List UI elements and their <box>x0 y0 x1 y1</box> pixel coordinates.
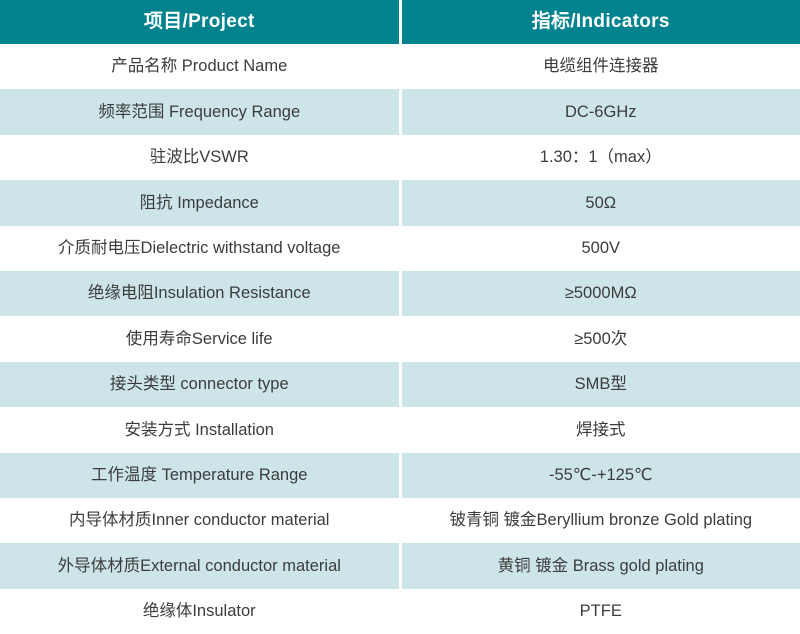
table-row-external-conductor-material: 外导体材质External conductor material 黄铜 镀金 B… <box>0 543 800 589</box>
indicator-cell: 焊接式 <box>401 407 800 453</box>
indicator-cell: PTFE <box>401 588 800 634</box>
indicator-cell: 黄铜 镀金 Brass gold plating <box>401 543 800 589</box>
table-row-impedance: 阻抗 Impedance 50Ω <box>0 180 800 226</box>
indicator-cell: 500V <box>401 225 800 271</box>
indicator-cell: 50Ω <box>401 180 800 226</box>
project-cell: 介质耐电压Dielectric withstand voltage <box>0 225 399 271</box>
project-cell: 内导体材质Inner conductor material <box>0 497 399 544</box>
table-row-vswr: 驻波比VSWR 1.30：1（max） <box>0 134 800 181</box>
project-cell: 绝缘电阻Insulation Resistance <box>0 270 399 317</box>
indicator-cell: ≥500次 <box>401 316 800 362</box>
indicator-cell: -55℃-+125℃ <box>401 452 800 498</box>
table-row-frequency-range: 频率范围 Frequency Range DC-6GHz <box>0 89 800 135</box>
table-row-dielectric-withstand-voltage: 介质耐电压Dielectric withstand voltage 500V <box>0 225 800 271</box>
project-cell: 驻波比VSWR <box>0 134 399 181</box>
table-row-insulator: 绝缘体Insulator PTFE <box>0 588 800 634</box>
indicator-cell: 铍青铜 镀金Beryllium bronze Gold plating <box>401 497 800 544</box>
project-cell: 外导体材质External conductor material <box>0 543 399 589</box>
project-cell: 安装方式 Installation <box>0 407 399 453</box>
table-row-service-life: 使用寿命Service life ≥500次 <box>0 316 800 362</box>
indicator-cell: 电缆组件连接器 <box>401 44 800 90</box>
project-cell: 频率范围 Frequency Range <box>0 89 399 135</box>
header-cell-project: 项目/Project <box>0 0 399 44</box>
table-row-inner-conductor-material: 内导体材质Inner conductor material 铍青铜 镀金Bery… <box>0 497 800 544</box>
project-cell: 接头类型 connector type <box>0 361 399 408</box>
table-row-installation: 安装方式 Installation 焊接式 <box>0 407 800 453</box>
project-cell: 产品名称 Product Name <box>0 44 399 90</box>
project-cell: 阻抗 Impedance <box>0 180 399 226</box>
project-cell: 绝缘体Insulator <box>0 588 399 634</box>
indicator-cell: SMB型 <box>401 361 800 408</box>
indicator-cell: ≥5000MΩ <box>401 270 800 317</box>
table-row-temperature-range: 工作温度 Temperature Range -55℃-+125℃ <box>0 452 800 498</box>
table-row-insulation-resistance: 绝缘电阻Insulation Resistance ≥5000MΩ <box>0 270 800 317</box>
table-row-connector-type: 接头类型 connector type SMB型 <box>0 361 800 408</box>
indicator-cell: DC-6GHz <box>401 89 800 135</box>
indicator-cell: 1.30：1（max） <box>401 134 800 181</box>
project-cell: 工作温度 Temperature Range <box>0 452 399 498</box>
table-header-row: 项目/Project 指标/Indicators <box>0 0 800 44</box>
project-cell: 使用寿命Service life <box>0 316 399 362</box>
header-cell-indicators: 指标/Indicators <box>401 0 800 44</box>
table-row-product-name: 产品名称 Product Name 电缆组件连接器 <box>0 44 800 90</box>
